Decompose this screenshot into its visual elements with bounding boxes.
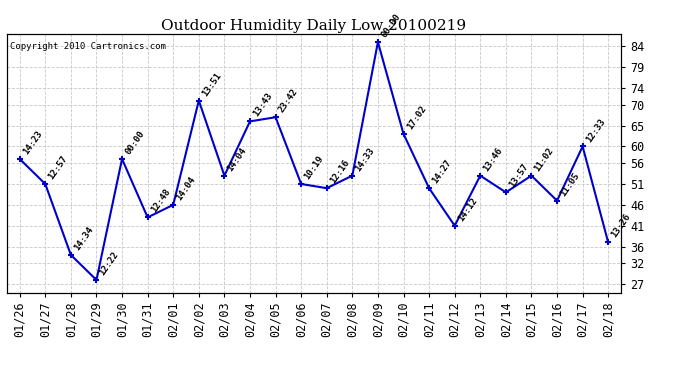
Text: 14:04: 14:04 [175,175,197,202]
Text: 11:05: 11:05 [558,171,581,198]
Text: 00:00: 00:00 [124,129,146,156]
Text: 14:23: 14:23 [21,129,44,156]
Text: 12:57: 12:57 [47,154,70,181]
Title: Outdoor Humidity Daily Low 20100219: Outdoor Humidity Daily Low 20100219 [161,19,466,33]
Text: 14:27: 14:27 [431,158,453,185]
Text: 00:00: 00:00 [380,12,402,39]
Text: Copyright 2010 Cartronics.com: Copyright 2010 Cartronics.com [10,42,166,51]
Text: 12:48: 12:48 [149,188,172,214]
Text: 12:33: 12:33 [584,117,607,144]
Text: 12:16: 12:16 [328,158,351,185]
Text: 12:22: 12:22 [98,250,121,277]
Text: 13:57: 13:57 [507,162,530,189]
Text: 10:19: 10:19 [302,154,325,181]
Text: 13:46: 13:46 [482,146,504,173]
Text: 17:02: 17:02 [405,104,428,131]
Text: 13:43: 13:43 [251,92,274,118]
Text: 13:26: 13:26 [609,213,632,240]
Text: 14:33: 14:33 [354,146,377,173]
Text: 13:51: 13:51 [200,70,223,98]
Text: 11:02: 11:02 [533,146,555,173]
Text: 14:34: 14:34 [72,225,95,252]
Text: 14:04: 14:04 [226,146,248,173]
Text: 23:42: 23:42 [277,87,299,114]
Text: 14:12: 14:12 [456,196,479,223]
